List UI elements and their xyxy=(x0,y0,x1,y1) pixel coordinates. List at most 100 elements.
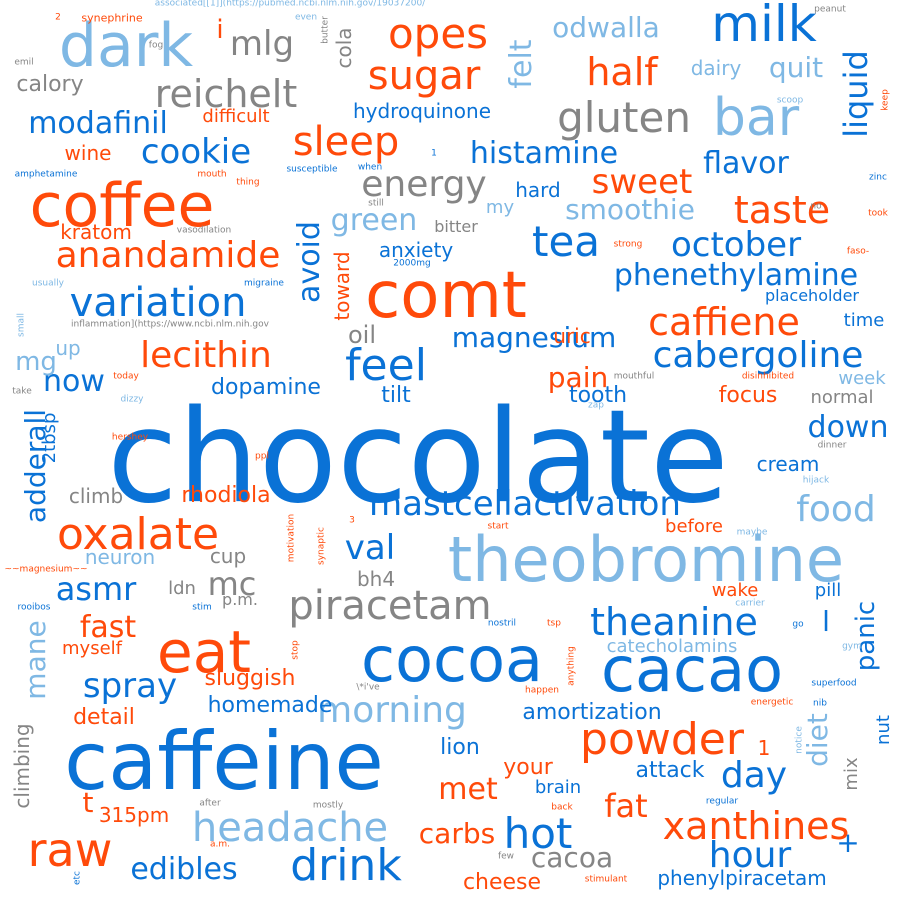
word-after: after xyxy=(199,798,221,809)
word-oxalate: oxalate xyxy=(56,509,220,560)
word-homemade: homemade xyxy=(207,693,333,718)
word-start: start xyxy=(487,521,509,532)
word-1-large: 1 xyxy=(757,736,771,760)
word-wake: wake xyxy=(711,580,759,601)
word-no: no xyxy=(810,201,822,212)
word-today: today xyxy=(113,371,139,382)
word-val: val xyxy=(344,528,396,568)
word-brain: brain xyxy=(534,777,582,798)
word-keep: keep xyxy=(880,89,891,111)
word-fat: fat xyxy=(604,787,648,825)
word-sugar: sugar xyxy=(367,53,481,99)
word-october: october xyxy=(670,225,802,265)
word-inflammation: inflammation](https://www.ncbi.nlm.nih.g… xyxy=(71,319,269,330)
word-phenethylamine: phenethylamine xyxy=(613,258,859,293)
word-opes: opes xyxy=(387,9,489,58)
word-dark: dark xyxy=(58,11,194,81)
word-cacao: cacao xyxy=(600,633,784,706)
word-p.m.: p.m. xyxy=(222,590,258,609)
word-mostly: mostly xyxy=(312,800,344,811)
word-bar: bar xyxy=(712,88,800,148)
word-mc: mc xyxy=(207,565,257,603)
word-mlg: mlg xyxy=(229,24,295,64)
word-faso: faso- xyxy=(846,246,870,257)
word-avoid: avoid xyxy=(292,221,327,303)
word-liquid: liquid xyxy=(837,50,875,138)
word-stop: stop xyxy=(290,640,301,660)
word-taste: taste xyxy=(733,188,831,232)
word-time: time xyxy=(843,310,885,331)
word-cup: cup xyxy=(209,544,247,568)
word-stimulant: stimulant xyxy=(584,874,628,885)
word-rooibos: rooibos xyxy=(17,602,51,613)
word-milk: milk xyxy=(711,0,817,53)
word-detail: detail xyxy=(73,705,135,730)
word-mastcellactivation: mastcellactivation xyxy=(369,484,681,524)
word-few: few xyxy=(497,851,515,862)
word-food: food xyxy=(796,489,876,530)
word-up: up xyxy=(55,336,81,360)
word-comt: comt xyxy=(365,259,527,333)
word-3: 3 xyxy=(349,515,355,526)
word-anything: anything xyxy=(566,646,577,686)
word-notice: notice xyxy=(794,726,805,754)
word-met: met xyxy=(438,772,498,807)
word-am: a.m. xyxy=(209,839,231,850)
word-difficult: difficult xyxy=(202,106,270,127)
word-neuron: neuron xyxy=(84,545,156,569)
word-vasodilation: vasodilation xyxy=(176,225,232,236)
word-315pm: 315pm xyxy=(98,803,170,827)
word-quit: quit xyxy=(768,51,824,84)
word-pill: pill xyxy=(814,580,842,601)
word-happen: happen xyxy=(525,685,559,696)
word-eat: eat xyxy=(157,618,251,686)
word-disinhibited: disinhibited xyxy=(741,371,795,382)
word-calory: calory xyxy=(16,72,84,97)
word-emil: emil xyxy=(14,57,34,68)
word-tooth: tooth xyxy=(568,383,628,408)
word-cocoa: cocoa xyxy=(360,623,544,696)
word-down: down xyxy=(807,410,889,445)
word-half: half xyxy=(586,50,658,94)
word-thing: thing xyxy=(236,177,260,188)
word-coffee: coffee xyxy=(29,171,215,241)
word-ive: \*i've xyxy=(356,682,380,693)
word-plus: + xyxy=(836,826,860,859)
word-gluten: gluten xyxy=(557,93,691,142)
word-hard: hard xyxy=(515,178,561,202)
word-ppl: ppl xyxy=(255,451,269,462)
word-spray: spray xyxy=(82,666,178,706)
word-flavor: flavor xyxy=(703,146,789,181)
word-nostril: nostril xyxy=(487,618,517,629)
word-butter: butter xyxy=(320,16,331,44)
word-sweet: sweet xyxy=(591,162,693,202)
word-amortization: amortization xyxy=(522,700,662,725)
word-phenylpiracetam: phenylpiracetam xyxy=(657,866,827,890)
word-climb: climb xyxy=(68,484,124,508)
word-bitter: bitter xyxy=(434,217,478,236)
word-headache: headache xyxy=(191,805,389,851)
word-focus: focus xyxy=(718,383,778,408)
word-diet: diet xyxy=(801,713,834,767)
word-modafinil: modafinil xyxy=(28,106,168,141)
word-hot: hot xyxy=(503,809,573,858)
word-maybe: maybe xyxy=(736,527,768,538)
word-superfood: superfood xyxy=(811,678,857,689)
word-green: green xyxy=(330,203,418,238)
word-now: now xyxy=(43,364,105,399)
word-sleep: sleep xyxy=(292,119,400,165)
word-magnesium-struck: ~~magnesium~~ xyxy=(4,564,88,575)
word-dinner: dinner xyxy=(817,440,847,451)
word-kratom: kratom xyxy=(60,220,132,244)
word-scoop: scoop xyxy=(776,95,804,106)
word-tilt: tilt xyxy=(381,383,411,408)
word-asmr: asmr xyxy=(55,570,137,608)
word-powder: powder xyxy=(580,714,744,765)
word-day: day xyxy=(720,755,788,796)
word-chocolate: chocolate xyxy=(107,383,729,532)
word-mane: mane xyxy=(19,620,52,700)
word-amphetamine: amphetamine xyxy=(14,169,78,180)
word-hijack: hijack xyxy=(802,475,830,486)
word-nut: nut xyxy=(873,715,894,745)
